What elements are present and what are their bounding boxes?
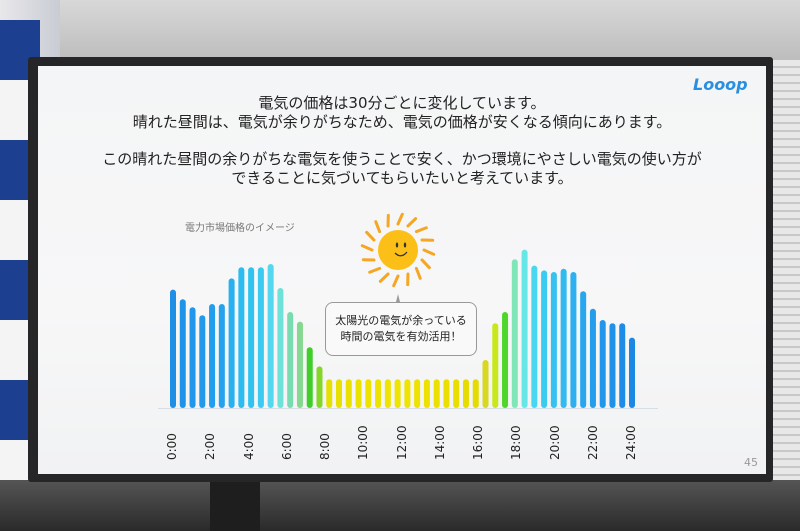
x-tick-label: 16:00 bbox=[471, 425, 485, 460]
x-tick-label: 18:00 bbox=[509, 425, 524, 460]
sun-eye bbox=[403, 242, 407, 248]
bar bbox=[619, 323, 626, 408]
bar bbox=[404, 379, 411, 408]
bar bbox=[531, 265, 538, 408]
sun-ray bbox=[420, 258, 431, 270]
sun-ray bbox=[414, 226, 428, 234]
bar bbox=[209, 304, 216, 408]
chart-baseline bbox=[158, 408, 658, 409]
bar bbox=[296, 321, 303, 408]
x-tick-label: 0:00 bbox=[165, 433, 179, 460]
bar bbox=[521, 249, 528, 408]
sun-ray bbox=[422, 248, 436, 256]
page-number: 45 bbox=[744, 456, 758, 469]
bar bbox=[384, 379, 391, 408]
bar bbox=[355, 379, 362, 408]
bar bbox=[502, 312, 509, 408]
bar bbox=[336, 379, 343, 408]
bar bbox=[433, 379, 440, 408]
bar bbox=[609, 323, 616, 408]
sun-ray bbox=[360, 244, 374, 252]
callout-line-1: 太陽光の電気が余っている bbox=[335, 314, 467, 327]
bar bbox=[170, 289, 176, 408]
bar bbox=[277, 288, 284, 408]
x-tick-label: 2:00 bbox=[203, 433, 218, 460]
bar bbox=[570, 272, 577, 408]
bar bbox=[179, 299, 186, 408]
x-tick-label: 4:00 bbox=[241, 433, 256, 460]
bar bbox=[345, 379, 352, 408]
bar bbox=[550, 272, 557, 408]
sun-ray bbox=[392, 274, 400, 288]
chart-title: 電力市場価格のイメージ bbox=[185, 223, 295, 234]
callout-line-2: 時間の電気を有効活用！ bbox=[340, 330, 462, 343]
callout-bubble: 太陽光の電気が余っている 時間の電気を有効活用！ bbox=[325, 302, 477, 356]
bar bbox=[462, 379, 469, 408]
bar bbox=[541, 270, 548, 408]
monitor-stand bbox=[210, 482, 260, 531]
sun-ray bbox=[378, 272, 390, 283]
bar bbox=[453, 379, 460, 408]
sun-ray bbox=[368, 266, 382, 274]
bar bbox=[414, 379, 421, 408]
bar bbox=[580, 291, 587, 408]
bar bbox=[482, 360, 489, 408]
bar bbox=[199, 315, 206, 408]
slide: Looop 電気の価格は30分ごとに変化しています。 晴れた昼間は、電気が余りが… bbox=[38, 66, 766, 474]
bar-chart bbox=[170, 212, 635, 408]
x-tick-label: 24:00 bbox=[624, 425, 638, 460]
sun-eye bbox=[395, 242, 399, 248]
bar bbox=[267, 264, 274, 408]
callout-pointer bbox=[396, 294, 400, 302]
bar bbox=[316, 366, 323, 408]
x-tick-label: 10:00 bbox=[356, 425, 371, 460]
bar bbox=[375, 379, 382, 408]
background-wall bbox=[60, 0, 800, 60]
x-tick-label: 6:00 bbox=[279, 433, 294, 460]
bar bbox=[443, 379, 450, 408]
bar bbox=[228, 278, 235, 408]
bar bbox=[287, 312, 294, 408]
bar bbox=[629, 337, 635, 408]
bar bbox=[492, 323, 499, 408]
bar bbox=[306, 347, 313, 408]
x-tick-label: 8:00 bbox=[318, 433, 332, 460]
slide-line-1: 電気の価格は30分ごとに変化しています。 bbox=[258, 94, 546, 112]
sun-ray bbox=[406, 217, 418, 228]
sun-smile bbox=[394, 251, 408, 257]
bar bbox=[599, 320, 606, 408]
x-tick-label: 20:00 bbox=[547, 425, 562, 460]
x-tick-label: 14:00 bbox=[432, 425, 447, 460]
bar bbox=[326, 379, 333, 408]
bar bbox=[394, 379, 401, 408]
bar bbox=[472, 379, 479, 408]
x-tick-label: 22:00 bbox=[585, 425, 600, 460]
sun-ray bbox=[396, 212, 404, 226]
bar bbox=[248, 267, 255, 408]
bar bbox=[589, 308, 596, 408]
sun-ray bbox=[374, 220, 382, 234]
slide-line-2: 晴れた昼間は、電気が余りがちなため、電気の価格が安くなる傾向にあります。 bbox=[132, 113, 672, 131]
slide-line-4: できることに気づいてもらいたいと考えています。 bbox=[231, 169, 573, 187]
bar bbox=[218, 304, 225, 408]
sun-face bbox=[378, 230, 418, 270]
background-floor bbox=[0, 480, 800, 531]
bar bbox=[511, 259, 518, 408]
looop-logo: Looop bbox=[693, 75, 748, 94]
bar bbox=[423, 379, 430, 408]
sun-ray bbox=[414, 266, 422, 280]
bar bbox=[365, 379, 372, 408]
bar bbox=[560, 268, 567, 408]
x-tick-label: 12:00 bbox=[394, 425, 409, 460]
bar bbox=[257, 267, 264, 408]
bar bbox=[189, 307, 196, 408]
bar bbox=[238, 267, 245, 408]
sun-ray bbox=[365, 230, 376, 242]
slide-line-3: この晴れた昼間の余りがちな電気を使うことで安く、かつ環境にやさしい電気の使い方が bbox=[102, 150, 702, 168]
sun-icon bbox=[360, 212, 436, 302]
